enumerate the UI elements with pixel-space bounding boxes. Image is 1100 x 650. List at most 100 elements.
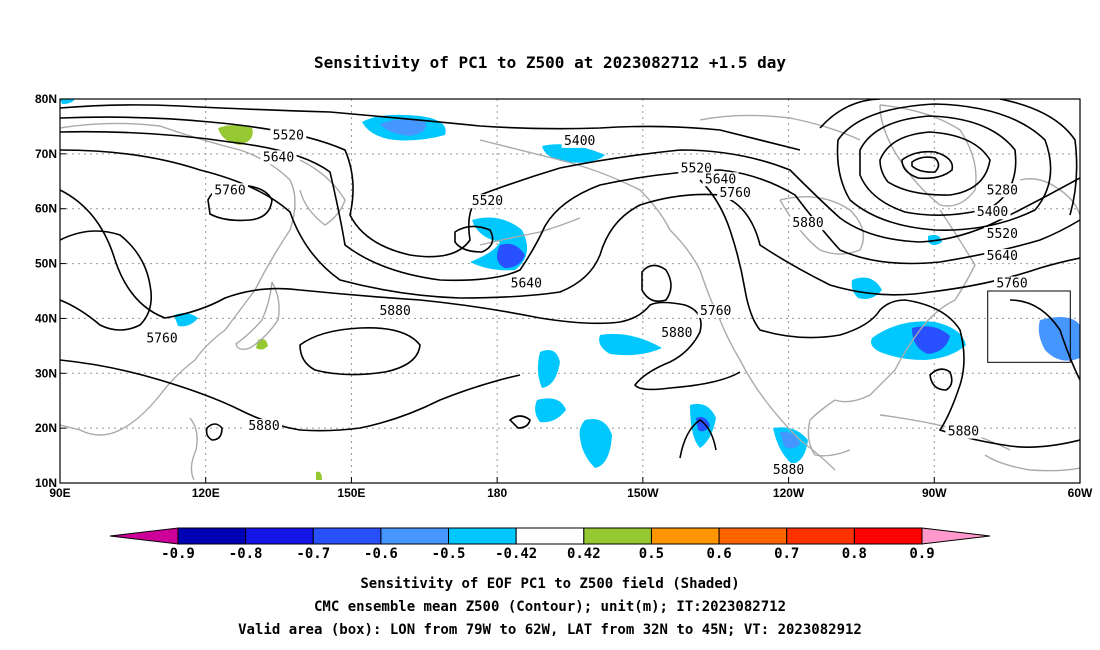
coastline-asia: [60, 122, 296, 436]
contour-label-bg: [945, 424, 982, 439]
contour-label: 5280: [987, 183, 1018, 198]
lat-tick-label: 40N: [35, 311, 57, 325]
contour-label-bg: [508, 276, 545, 291]
lon-tick-label: 120E: [192, 486, 220, 500]
coastline-na-east: [834, 209, 976, 403]
z500-contours: [60, 99, 1080, 459]
contour-5400-low: [879, 131, 991, 196]
contour-label-bg: [377, 303, 414, 318]
colorbar: -0.9 -0.8 -0.7 -0.6 -0.5 -0.42 0.42 0.5 0.6 0.7 0.…: [109, 527, 991, 562]
coastline-south-america: [984, 454, 1080, 472]
contour-label: 5880: [661, 326, 692, 341]
colorbar-tick-label: 0.7: [774, 546, 799, 562]
contour-label-bg: [697, 303, 734, 318]
contour-label-bg: [984, 183, 1021, 198]
contour-label: 5880: [792, 216, 823, 231]
contour-label: 5520: [472, 194, 503, 209]
contour-label: 5640: [987, 249, 1018, 264]
colorbar-segment: [448, 527, 517, 545]
lon-tick-label: 150W: [627, 486, 659, 500]
contour-5880-small-loop-2: [508, 415, 531, 429]
contour-label-bg: [974, 205, 1011, 220]
contour-label: 5400: [977, 205, 1008, 220]
colorbar-tick-label: -0.42: [495, 546, 537, 562]
contour-label-bg: [790, 216, 826, 231]
contour-5880-pacific-loop: [299, 327, 421, 376]
contour-label: 5880: [379, 304, 410, 319]
coastline-gulf: [807, 399, 851, 457]
lon-tick-label: 180: [487, 486, 507, 500]
lon-tick-label: 150E: [337, 486, 365, 500]
lon-tick-label: 90E: [49, 486, 70, 500]
contour-5520-low: [859, 115, 1017, 216]
contour-label-bg: [717, 186, 754, 200]
contour-label-bg: [270, 128, 307, 143]
chart-title: Sensitivity of PC1 to Z500 at 2023082712…: [314, 53, 786, 72]
shade-region: [535, 398, 566, 423]
lat-tick-label: 20N: [35, 421, 57, 435]
shade-region: [599, 333, 662, 356]
shade-region: [380, 119, 426, 136]
contour-5880-west: [60, 189, 741, 391]
contour-label: 5760: [146, 331, 177, 346]
contour-label: 5760: [996, 277, 1027, 292]
coastline-kamchatka: [299, 159, 346, 226]
colorbar-segment: [718, 527, 788, 545]
contour-label: 5880: [248, 419, 279, 434]
contour-label: 5640: [511, 277, 542, 292]
colorbar-segment: [177, 527, 247, 545]
shade-region: [537, 349, 560, 388]
colorbar-tick-label: -0.7: [296, 546, 330, 562]
shade-region: [496, 243, 525, 268]
colorbar-tick-label: -0.6: [364, 546, 398, 562]
lon-tick-label: 60W: [1068, 486, 1093, 500]
contour-5520-loop: [454, 225, 494, 253]
contour-5880-bermuda-loop: [929, 368, 953, 391]
lat-tick-label: 80N: [35, 92, 57, 106]
valid-area-box: [987, 290, 1071, 363]
contour-label-bg: [246, 419, 282, 434]
lat-tick-label: 70N: [35, 147, 57, 161]
shade-region: [60, 99, 75, 104]
contour-5880-south: [60, 359, 521, 432]
lon-tick-label: 120W: [773, 486, 805, 500]
colorbar-segment: [515, 527, 585, 545]
colorbar-segment: [583, 527, 652, 545]
contour-label: 5640: [705, 172, 736, 187]
contour-labels: 5520564057605400552056405760552056405880…: [144, 128, 1030, 478]
colorbar-segment: [380, 527, 450, 545]
lat-tick-label: 30N: [35, 366, 57, 380]
contour-5400: [60, 104, 801, 151]
contour-5880-small-loop: [205, 423, 223, 441]
contour-label-bg: [212, 183, 248, 198]
contour-label-bg: [260, 150, 297, 165]
shade-region: [912, 326, 950, 354]
caption-line-1: Sensitivity of EOF PC1 to Z500 field (Sh…: [360, 576, 739, 592]
sensitivity-shading: [60, 99, 1080, 480]
contour-label-bg: [144, 331, 180, 346]
colorbar-tick-label: 0.8: [842, 546, 867, 562]
contour-label-bg: [702, 172, 739, 187]
coastline-greenland: [879, 104, 977, 207]
shade-region: [579, 419, 612, 468]
colorbar-tick-label: 0.42: [567, 546, 601, 562]
shade-region: [218, 125, 253, 145]
contour-label-bg: [984, 249, 1021, 264]
coastline-hudson: [779, 195, 864, 255]
shade-region: [780, 431, 800, 449]
colorbar-min-triangle: [109, 527, 179, 545]
coastline-alaska: [479, 139, 701, 271]
map-area: 5520564057605400552056405760552056405880…: [35, 92, 1093, 500]
axis-labels: 90E 120E 150E 180 150W 120W 90W 60W 80N 70N 60N 50N…: [35, 92, 1093, 500]
contour-label: 5760: [700, 304, 731, 319]
coastline-europe: [1019, 178, 1080, 216]
contour-label: 5760: [719, 186, 750, 201]
shade-region: [316, 471, 322, 480]
colorbar-tick-label: 0.5: [639, 546, 664, 562]
coastline-japan: [235, 281, 280, 351]
contour-label: 5880: [773, 463, 804, 478]
shade-region: [1038, 316, 1080, 361]
lat-tick-label: 10N: [35, 476, 57, 490]
contour-5880-atlantic: [1009, 299, 1080, 381]
